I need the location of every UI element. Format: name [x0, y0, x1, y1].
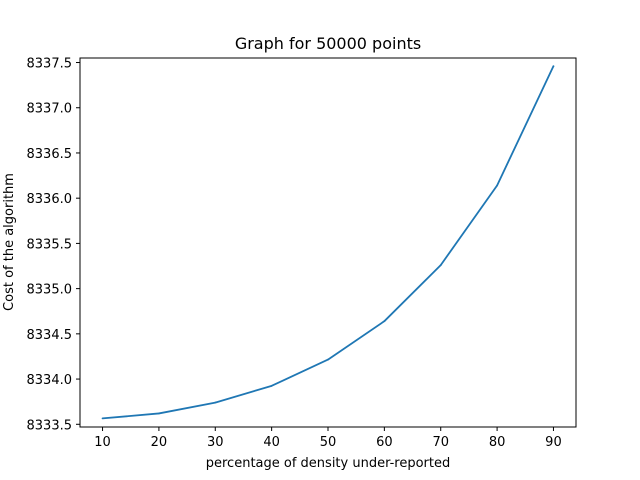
- y-axis-label: Cost of the algorithm: [2, 173, 17, 311]
- x-tick-label: 50: [320, 435, 337, 450]
- x-tick-label: 60: [376, 435, 393, 450]
- x-axis: 10 20 30 40 50 60 70 80 90: [94, 427, 562, 450]
- x-tick-label: 10: [94, 435, 111, 450]
- y-tick-label: 8334.5: [27, 328, 73, 343]
- plot-area: [101, 65, 555, 420]
- data-point: [327, 358, 329, 361]
- chart-title: Graph for 50000 points: [235, 34, 421, 53]
- y-tick-label: 8335.0: [27, 283, 73, 298]
- data-point: [101, 417, 104, 420]
- data-point: [383, 320, 386, 323]
- y-axis: 8333.5 8334.0 8334.5 8335.0 8335.5 8336.0 8336…: [27, 57, 80, 433]
- x-tick-label: 20: [151, 435, 168, 450]
- x-tick-label: 40: [263, 435, 280, 450]
- y-tick-label: 8336.5: [27, 147, 73, 162]
- data-point: [214, 401, 217, 404]
- data-point: [439, 264, 442, 267]
- plot-frame: [79, 57, 577, 428]
- x-axis-label: percentage of density under-reported: [206, 456, 451, 471]
- data-point: [496, 184, 498, 187]
- y-tick-label: 8334.0: [27, 373, 73, 388]
- data-point: [552, 65, 555, 68]
- y-tick-label: 8337.0: [27, 102, 73, 117]
- y-tick-label: 8337.5: [27, 57, 73, 72]
- y-tick-label: 8335.5: [27, 237, 73, 252]
- data-point: [270, 384, 273, 387]
- y-tick-label: 8333.5: [27, 418, 73, 433]
- y-tick-label: 8336.0: [27, 192, 73, 207]
- x-tick-label: 80: [489, 435, 506, 450]
- x-tick-label: 70: [432, 435, 449, 450]
- x-tick-label: 90: [545, 435, 562, 450]
- series-line: [102, 65, 555, 420]
- x-tick-label: 30: [207, 435, 224, 450]
- data-point: [158, 412, 160, 415]
